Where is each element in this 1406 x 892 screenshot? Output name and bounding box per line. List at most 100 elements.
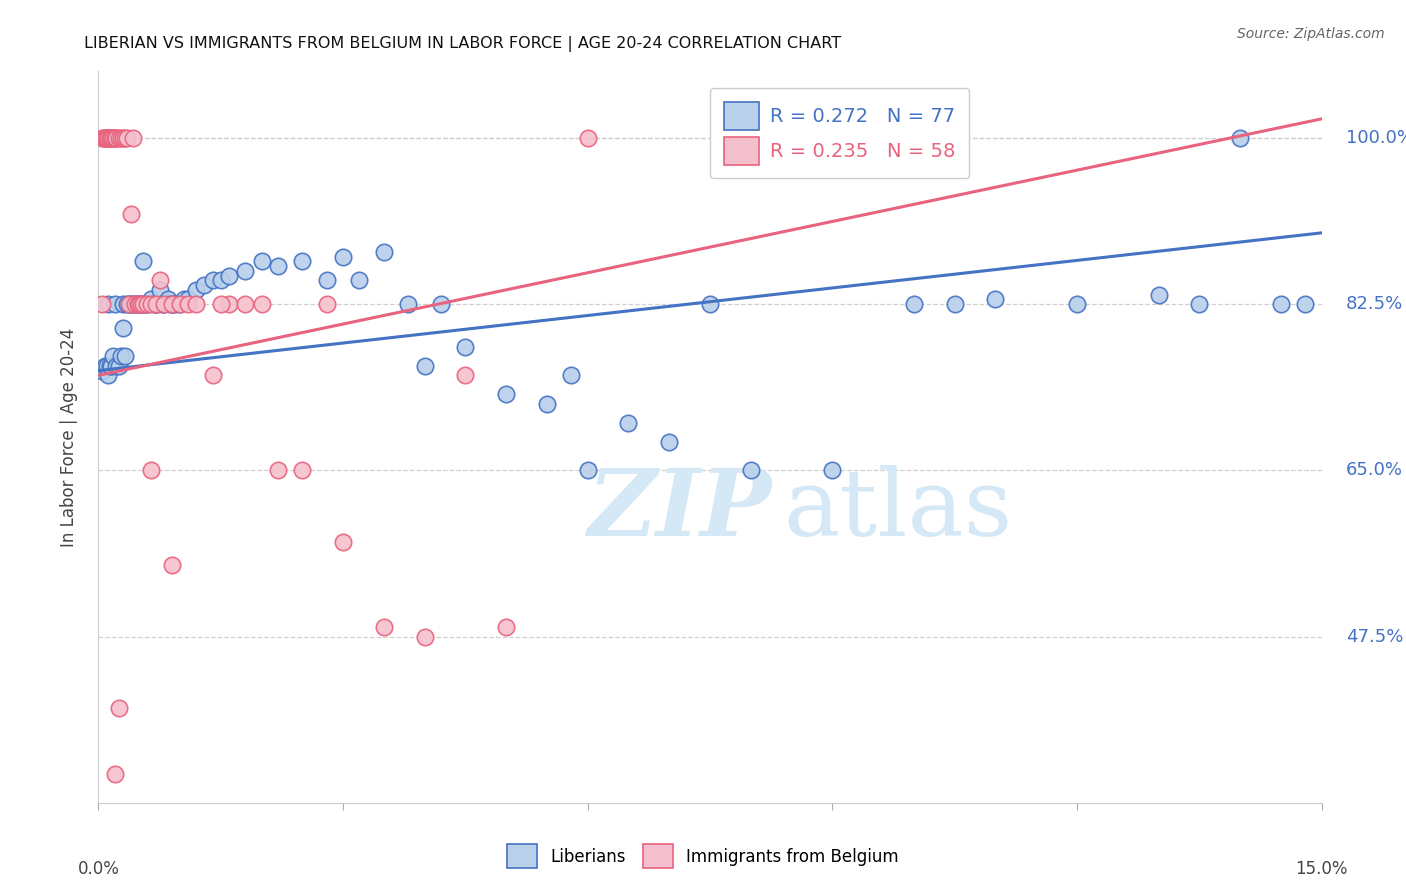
- Point: [430, 297, 453, 311]
- Point: [114, 131, 136, 145]
- Point: [413, 359, 436, 373]
- Point: [201, 273, 224, 287]
- Point: [160, 297, 183, 311]
- Point: [97, 368, 120, 383]
- Point: [159, 297, 181, 311]
- Point: [91, 297, 114, 311]
- Point: [132, 297, 155, 311]
- Point: [560, 368, 582, 383]
- Point: [127, 297, 149, 311]
- Point: [128, 297, 150, 311]
- Point: [94, 359, 117, 373]
- Point: [127, 297, 149, 311]
- Point: [100, 131, 122, 145]
- Point: [91, 363, 114, 377]
- Point: [111, 321, 134, 335]
- Point: [104, 131, 127, 145]
- Point: [141, 463, 163, 477]
- Point: [145, 297, 167, 311]
- Point: [315, 273, 337, 287]
- Point: [413, 630, 436, 644]
- Point: [94, 131, 117, 145]
- Point: [162, 297, 184, 311]
- Point: [115, 131, 138, 145]
- Point: [104, 297, 127, 311]
- Point: [110, 131, 132, 145]
- Point: [186, 283, 208, 297]
- Point: [373, 244, 395, 259]
- Point: [101, 131, 124, 145]
- Point: [1066, 297, 1088, 311]
- Point: [291, 463, 314, 477]
- Point: [100, 131, 122, 145]
- Point: [132, 297, 155, 311]
- Point: [396, 297, 419, 311]
- Point: [218, 297, 240, 311]
- Point: [150, 297, 173, 311]
- Point: [101, 349, 124, 363]
- Point: [177, 293, 200, 307]
- Point: [160, 297, 183, 311]
- Text: 65.0%: 65.0%: [1346, 461, 1403, 479]
- Text: 100.0%: 100.0%: [1346, 128, 1406, 147]
- Point: [98, 359, 121, 373]
- Point: [349, 273, 371, 287]
- Point: [903, 297, 925, 311]
- Point: [94, 131, 117, 145]
- Point: [124, 297, 146, 311]
- Point: [173, 293, 195, 307]
- Point: [101, 131, 124, 145]
- Point: [617, 416, 640, 430]
- Point: [121, 131, 143, 145]
- Point: [105, 131, 128, 145]
- Point: [118, 297, 141, 311]
- Point: [699, 297, 721, 311]
- Point: [90, 131, 112, 145]
- Point: [149, 273, 172, 287]
- Point: [495, 620, 517, 634]
- Point: [169, 297, 191, 311]
- Point: [129, 297, 152, 311]
- Point: [111, 131, 134, 145]
- Point: [373, 620, 395, 634]
- Point: [454, 368, 477, 383]
- Point: [250, 254, 273, 268]
- Point: [152, 297, 174, 311]
- Point: [576, 463, 599, 477]
- Point: [141, 293, 163, 307]
- Point: [114, 349, 136, 363]
- Point: [315, 297, 337, 311]
- Point: [250, 297, 273, 311]
- Point: [141, 297, 163, 311]
- Point: [97, 131, 120, 145]
- Point: [136, 297, 159, 311]
- Point: [110, 349, 132, 363]
- Point: [332, 534, 354, 549]
- Point: [121, 297, 143, 311]
- Point: [233, 297, 256, 311]
- Point: [1294, 297, 1316, 311]
- Point: [115, 297, 138, 311]
- Point: [149, 283, 172, 297]
- Point: [209, 297, 232, 311]
- Point: [332, 250, 354, 264]
- Point: [267, 259, 290, 273]
- Point: [98, 131, 121, 145]
- Point: [1270, 297, 1292, 311]
- Point: [97, 297, 120, 311]
- Point: [118, 297, 141, 311]
- Text: 82.5%: 82.5%: [1346, 295, 1403, 313]
- Point: [160, 558, 183, 573]
- Point: [146, 297, 169, 311]
- Point: [96, 131, 118, 145]
- Point: [454, 340, 477, 354]
- Text: 47.5%: 47.5%: [1346, 628, 1403, 646]
- Point: [193, 278, 215, 293]
- Point: [1229, 131, 1251, 145]
- Point: [165, 297, 187, 311]
- Point: [135, 297, 157, 311]
- Point: [233, 264, 256, 278]
- Point: [96, 359, 118, 373]
- Point: [124, 297, 146, 311]
- Point: [1147, 287, 1170, 301]
